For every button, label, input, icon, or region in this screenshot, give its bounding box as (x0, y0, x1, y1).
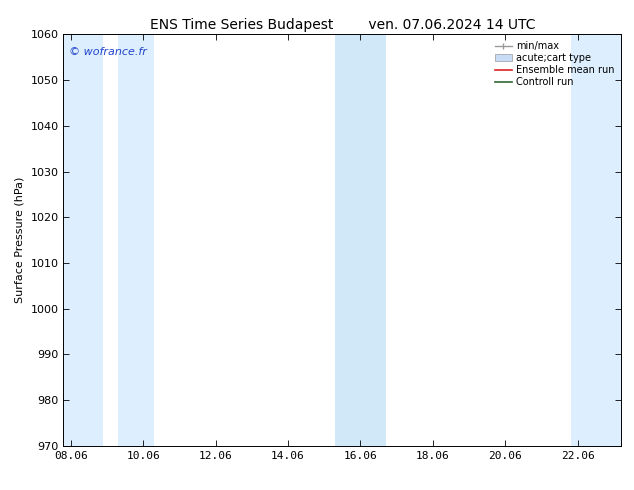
Bar (63, 34, 103, 446)
Bar (118, 34, 154, 446)
Bar (571, 34, 621, 446)
Legend: min/max, acute;cart type, Ensemble mean run, Controll run: min/max, acute;cart type, Ensemble mean … (493, 39, 616, 89)
Bar (335, 34, 386, 446)
Text: © wofrance.fr: © wofrance.fr (69, 47, 147, 57)
Title: ENS Time Series Budapest        ven. 07.06.2024 14 UTC: ENS Time Series Budapest ven. 07.06.2024… (150, 18, 535, 32)
Y-axis label: Surface Pressure (hPa): Surface Pressure (hPa) (15, 177, 25, 303)
